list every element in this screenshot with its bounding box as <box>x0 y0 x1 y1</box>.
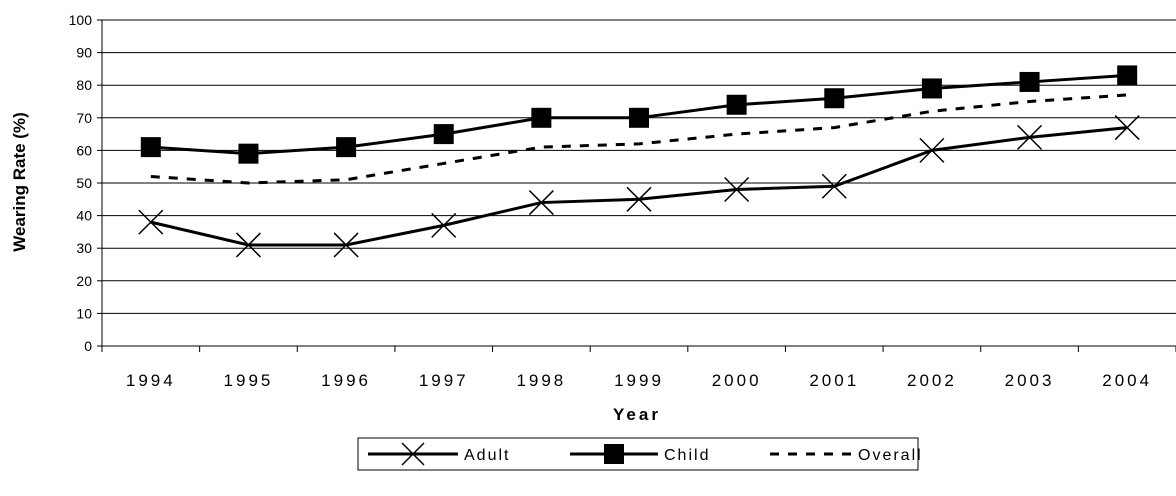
y-tick-label: 60 <box>76 142 92 158</box>
legend-marker-adult <box>401 442 425 466</box>
series-layer <box>138 65 1140 258</box>
legend-label-adult: Adult <box>464 447 510 464</box>
x-tick-label: 1995 <box>224 371 274 390</box>
data-point-child <box>1117 65 1138 86</box>
data-point-adult <box>626 186 652 212</box>
series-line-overall <box>150 93 1128 185</box>
data-point-child <box>531 107 552 128</box>
series-child <box>140 65 1138 164</box>
data-point-adult <box>724 176 750 203</box>
y-tick-label: 80 <box>76 77 92 93</box>
data-point-adult <box>333 232 359 258</box>
x-tick-label: 1997 <box>419 371 469 390</box>
x-marker-stroke <box>1114 115 1140 141</box>
legend-label-child: Child <box>664 447 710 464</box>
x-tick-label: 2002 <box>907 371 957 390</box>
x-marker-stroke <box>431 212 457 238</box>
data-point-adult <box>1114 115 1140 141</box>
y-tick-label: 20 <box>76 273 92 289</box>
y-tick-label: 10 <box>76 305 92 321</box>
x-tick-label: 2001 <box>809 371 859 390</box>
x-tick-label: 2000 <box>712 371 762 390</box>
y-tick-label: 30 <box>76 240 92 256</box>
x-marker-stroke <box>724 176 750 203</box>
x-tick-label: 1999 <box>614 371 664 390</box>
y-tick-label: 100 <box>69 12 93 28</box>
x-tick-label: 1994 <box>126 371 176 390</box>
legend-item-adult: Adult <box>368 442 510 466</box>
data-point-adult <box>431 212 457 238</box>
legend-label-overall: Overall <box>858 447 923 464</box>
x-marker-stroke <box>626 186 652 212</box>
legend-item-child: Child <box>570 444 710 464</box>
x-axis-title: Year <box>613 405 661 424</box>
data-point-child <box>921 78 942 99</box>
data-point-adult <box>235 232 261 258</box>
data-point-child <box>140 137 161 158</box>
x-tick-label: 1998 <box>516 371 566 390</box>
data-point-child <box>433 124 454 145</box>
legend: Adult Child Overall <box>357 437 923 471</box>
x-marker-stroke <box>528 190 554 216</box>
y-tick-label: 70 <box>76 110 92 126</box>
x-tick-label: 2004 <box>1102 371 1152 390</box>
x-axis-ticks: 1994 1995 1996 1997 1998 1999 2000 2001 2002 2003… <box>101 346 1176 390</box>
data-point-child <box>336 137 357 158</box>
x-marker-stroke <box>821 173 847 199</box>
data-point-adult <box>919 137 945 163</box>
y-tick-label: 50 <box>76 175 92 191</box>
data-point-adult <box>821 173 847 199</box>
x-marker-stroke <box>235 232 261 258</box>
data-point-adult <box>1017 124 1043 150</box>
data-point-child <box>629 107 649 128</box>
data-point-adult <box>528 190 554 216</box>
x-marker-stroke <box>401 442 425 466</box>
y-axis-title: Wearing Rate (%) <box>10 112 29 252</box>
y-tick-label: 0 <box>84 338 92 354</box>
series-overall <box>150 93 1128 185</box>
data-point-child <box>238 143 259 164</box>
y-axis-ticks: 0 10 20 30 40 50 60 70 80 90 100 <box>69 12 102 354</box>
x-marker-stroke <box>138 209 164 235</box>
data-point-child <box>1019 71 1040 92</box>
data-point-child <box>824 88 845 109</box>
x-marker-stroke <box>919 137 945 163</box>
legend-item-overall: Overall <box>770 447 923 464</box>
y-tick-label: 90 <box>76 45 92 61</box>
legend-marker-child <box>604 444 624 464</box>
series-adult <box>138 115 1140 258</box>
x-marker-stroke <box>333 232 359 258</box>
x-marker-stroke <box>1017 124 1043 150</box>
x-tick-label: 1996 <box>321 371 371 390</box>
data-point-adult <box>138 209 164 235</box>
data-point-child <box>726 94 747 115</box>
x-tick-label: 2003 <box>1005 371 1055 390</box>
y-tick-label: 40 <box>76 208 92 224</box>
